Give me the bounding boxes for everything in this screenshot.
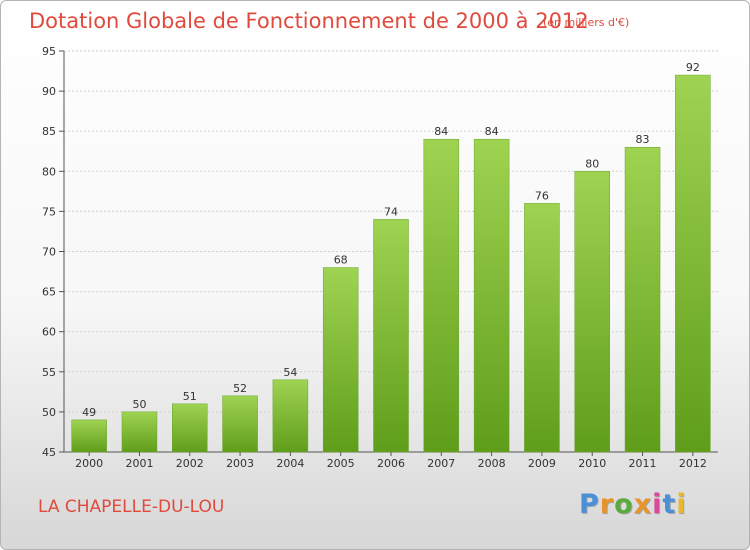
bar bbox=[624, 146, 661, 453]
bar bbox=[524, 203, 560, 453]
bar bbox=[121, 411, 158, 453]
logo-letter: i bbox=[652, 489, 663, 520]
y-axis: 45 50 55 60 65 70 75 80 85 90 95 bbox=[42, 45, 718, 459]
y-tick-label: 80 bbox=[42, 165, 56, 178]
x-tick-label: 2010 bbox=[578, 457, 606, 470]
bar-value-label: 49 bbox=[82, 406, 96, 419]
chart-subtitle: (en milliers d'€) bbox=[543, 16, 630, 29]
x-tick-label: 2003 bbox=[226, 457, 254, 470]
bar-value-label: 68 bbox=[334, 254, 348, 267]
logo-letter: o bbox=[614, 489, 634, 520]
logo-letter: x bbox=[633, 489, 653, 520]
bar bbox=[71, 419, 107, 453]
x-tick-label: 2008 bbox=[478, 457, 506, 470]
bar-value-label: 83 bbox=[636, 133, 650, 146]
x-tick-label: 2009 bbox=[528, 457, 556, 470]
proxiti-logo: Proxiti bbox=[579, 489, 687, 520]
bar bbox=[222, 395, 258, 453]
x-tick-label: 2007 bbox=[427, 457, 455, 470]
bar-value-label: 80 bbox=[585, 157, 599, 170]
x-tick-label: 2002 bbox=[176, 457, 204, 470]
y-tick-label: 65 bbox=[42, 286, 56, 299]
bars: 49 50 51 52 54 68 74 84 84 76 80 83 92 bbox=[71, 61, 711, 453]
logo-letter: i bbox=[676, 489, 687, 520]
bar-value-label: 51 bbox=[183, 390, 197, 403]
x-axis: 2000 2001 2002 2003 2004 2005 2006 2007 2008 2009… bbox=[75, 452, 707, 470]
bar-value-label: 92 bbox=[686, 61, 700, 74]
x-tick-label: 2011 bbox=[629, 457, 657, 470]
logo-letter: t bbox=[662, 489, 677, 520]
logo-letter: P bbox=[579, 489, 600, 520]
chart-title: Dotation Globale de Fonctionnement de 20… bbox=[29, 9, 589, 33]
bar-value-label: 84 bbox=[485, 125, 499, 138]
bar-value-label: 54 bbox=[283, 366, 297, 379]
y-tick-label: 95 bbox=[42, 45, 56, 58]
x-tick-label: 2000 bbox=[75, 457, 103, 470]
bar bbox=[473, 138, 510, 453]
bar bbox=[675, 74, 711, 453]
bar bbox=[423, 138, 460, 453]
bar bbox=[373, 219, 409, 453]
y-tick-label: 45 bbox=[42, 446, 56, 459]
y-tick-label: 60 bbox=[42, 326, 56, 339]
x-tick-label: 2006 bbox=[377, 457, 405, 470]
y-tick-label: 75 bbox=[42, 205, 56, 218]
bar-value-label: 74 bbox=[384, 205, 398, 218]
bar-value-label: 50 bbox=[132, 398, 146, 411]
x-tick-label: 2012 bbox=[679, 457, 707, 470]
x-tick-label: 2001 bbox=[125, 457, 153, 470]
y-tick-label: 90 bbox=[42, 85, 56, 98]
bar bbox=[574, 171, 610, 453]
bar-value-label: 52 bbox=[233, 382, 247, 395]
x-tick-label: 2004 bbox=[276, 457, 304, 470]
y-tick-label: 55 bbox=[42, 366, 56, 379]
bar-value-label: 84 bbox=[434, 125, 448, 138]
bar bbox=[322, 267, 359, 453]
x-tick-label: 2005 bbox=[327, 457, 355, 470]
y-tick-label: 85 bbox=[42, 125, 56, 138]
y-tick-label: 70 bbox=[42, 246, 56, 259]
bar-value-label: 76 bbox=[535, 189, 549, 202]
bar bbox=[272, 379, 309, 453]
y-tick-label: 50 bbox=[42, 406, 56, 419]
logo-letter: r bbox=[599, 489, 615, 520]
bar bbox=[172, 403, 208, 453]
commune-name: LA CHAPELLE-DU-LOU bbox=[38, 497, 225, 517]
